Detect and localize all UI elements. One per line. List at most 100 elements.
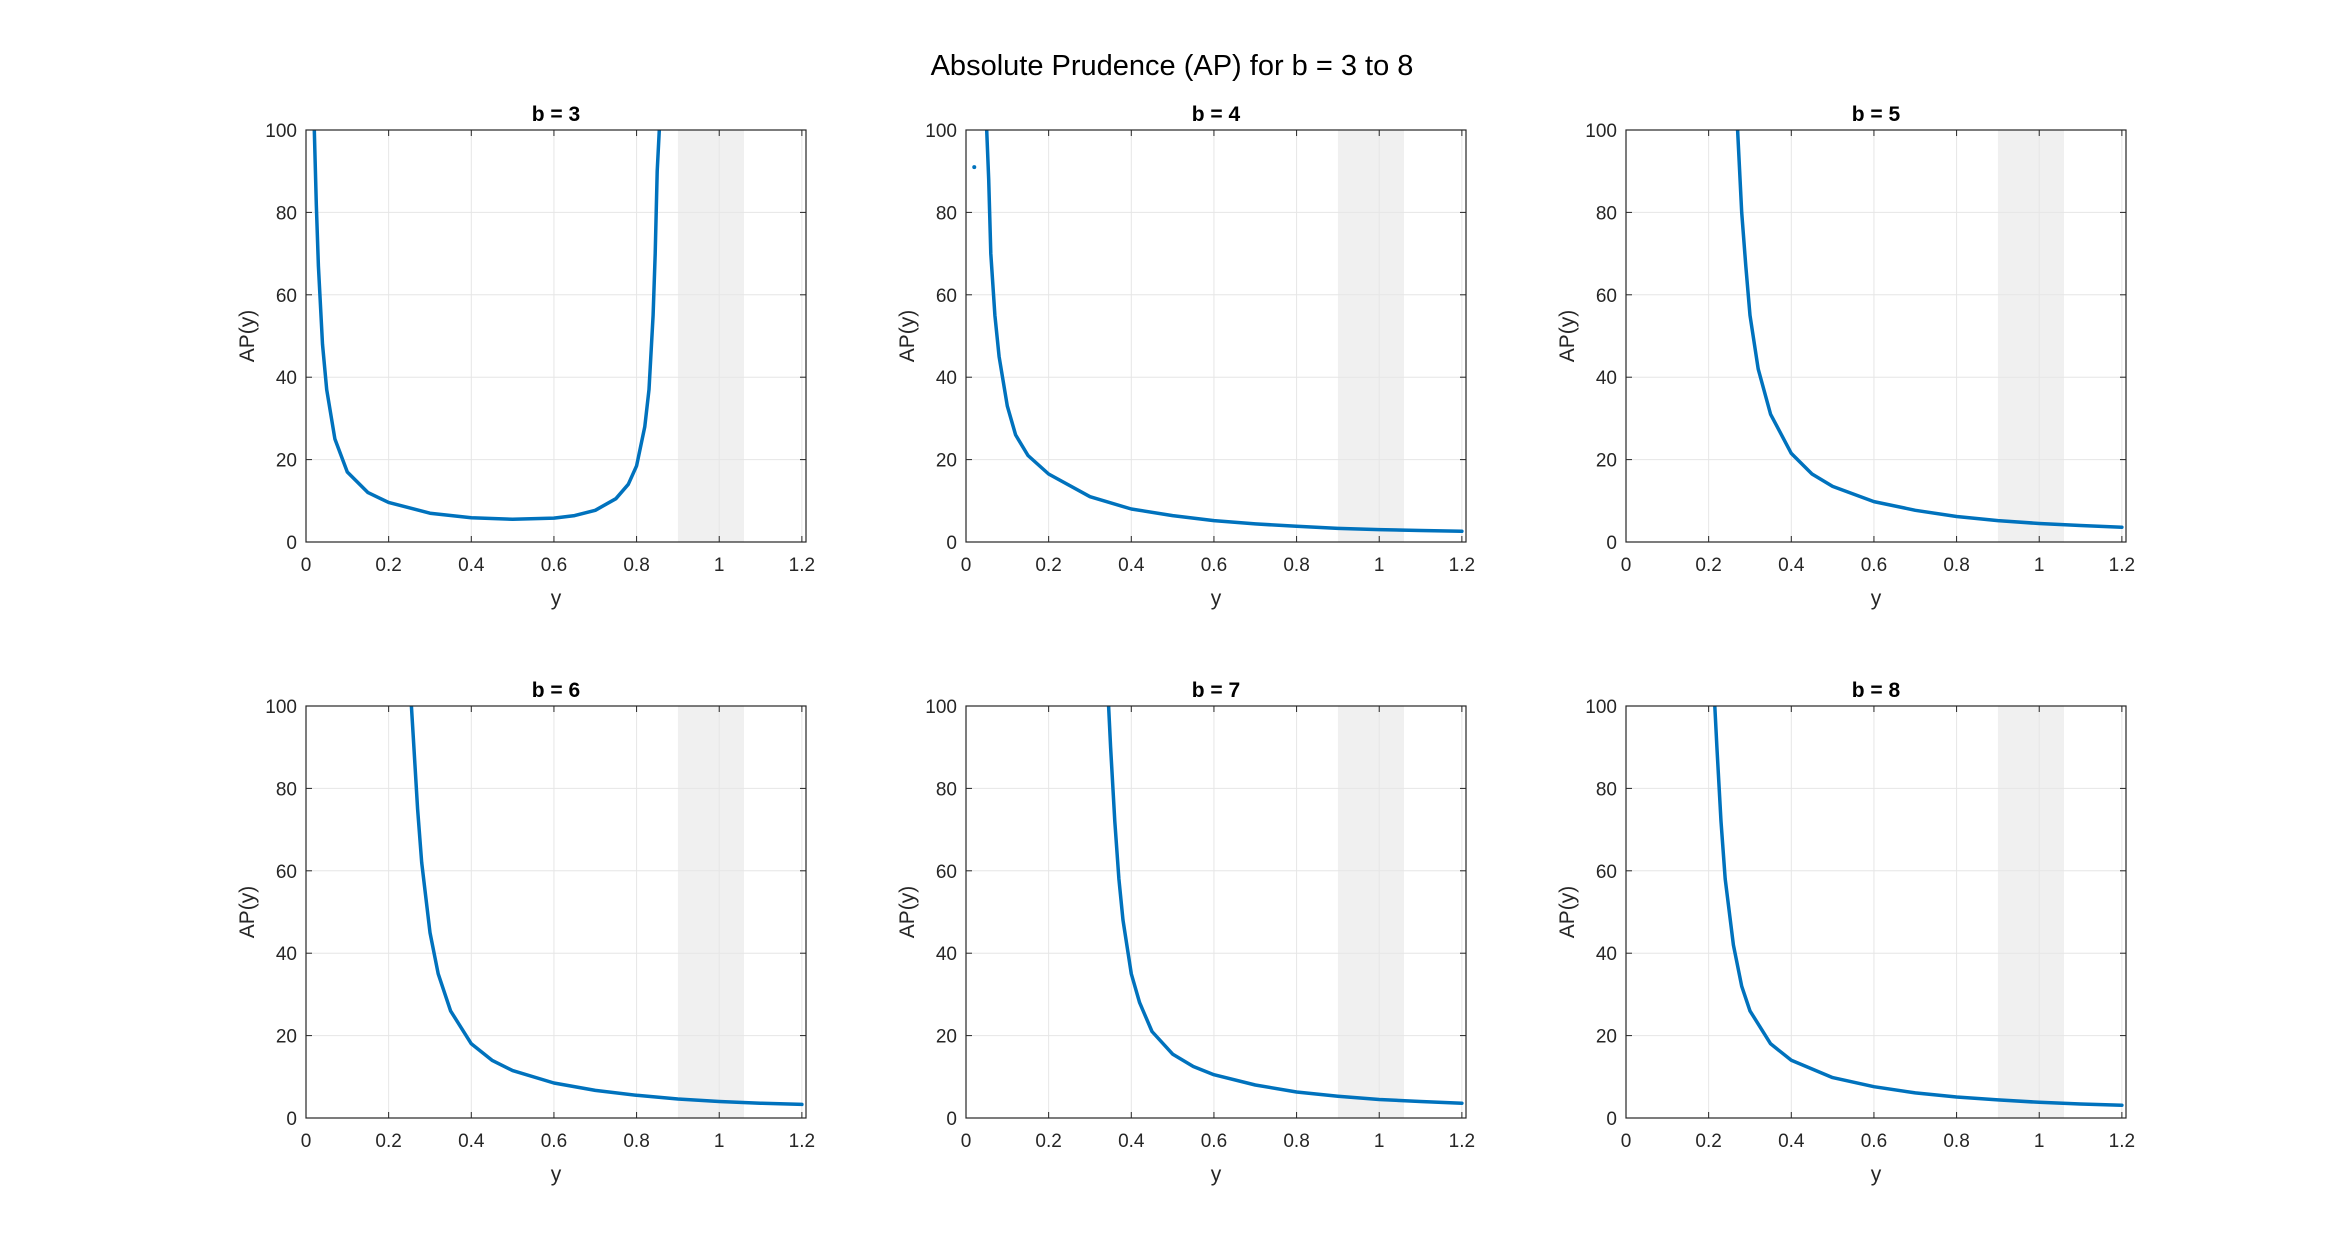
shaded-band (1997, 706, 2065, 1118)
shaded-band (1337, 130, 1405, 542)
y-tick-label: 80 (1596, 779, 1617, 800)
outlier-point (972, 165, 977, 170)
x-tick-label: 0.4 (1118, 1131, 1145, 1152)
axes-box (965, 705, 1467, 1119)
x-tick-label: 0.2 (1035, 1131, 1061, 1152)
y-tick-label: 40 (1596, 944, 1617, 965)
y-tick-label: 40 (276, 368, 297, 389)
x-tick-label: 0 (301, 555, 312, 576)
axes-box (305, 129, 807, 543)
series-line (1106, 706, 1464, 1105)
y-tick-label: 100 (265, 697, 297, 718)
subplot-panel: 0 0.2 0.4 0.6 0.8 1 1.2 0 20 40 60 80 100 b = 8 y AP(y) (1556, 679, 2135, 1186)
x-axis-label: y (551, 1163, 562, 1186)
figure-title: Absolute Prudence (AP) for b = 3 to 8 (931, 50, 1414, 82)
x-tick-label: 0 (1621, 1131, 1632, 1152)
y-tick-label: 60 (276, 286, 297, 307)
subplot-panel: 0 0.2 0.4 0.6 0.8 1 1.2 0 20 40 60 80 100 b = 7 y AP(y) (896, 679, 1475, 1186)
y-tick-label: 60 (1596, 862, 1617, 883)
x-axis-label: y (1871, 1163, 1882, 1186)
subplot-title: b = 8 (1852, 679, 1901, 702)
subplot-title: b = 6 (532, 679, 580, 702)
subplot-panel: 0 0.2 0.4 0.6 0.8 1 1.2 0 20 40 60 80 100 b = 4 y AP(y) (896, 103, 1475, 610)
y-tick-label: 100 (265, 121, 297, 142)
y-tick-label: 20 (276, 451, 297, 472)
shaded-band (1997, 130, 2065, 542)
shaded-band (1337, 706, 1405, 1118)
series-line (1735, 130, 2124, 529)
y-tick-label: 0 (286, 533, 297, 554)
axes-box (1625, 129, 2127, 543)
subplot-title: b = 4 (1192, 103, 1241, 126)
x-tick-label: 1.2 (2109, 1131, 2135, 1152)
x-tick-label: 0.4 (458, 555, 485, 576)
y-tick-label: 40 (276, 944, 297, 965)
y-tick-label: 80 (276, 203, 297, 224)
x-tick-label: 0.8 (1943, 1131, 1969, 1152)
x-tick-label: 1.2 (789, 1131, 815, 1152)
x-tick-label: 0.6 (541, 555, 567, 576)
x-tick-label: 0.8 (1943, 555, 1969, 576)
x-tick-label: 0 (301, 1131, 312, 1152)
x-tick-label: 0.6 (1861, 1131, 1887, 1152)
x-tick-label: 0 (1621, 555, 1632, 576)
x-tick-label: 1 (1374, 1131, 1385, 1152)
axes-box (965, 129, 1467, 543)
subplot-panel: 0 0.2 0.4 0.6 0.8 1 1.2 0 20 40 60 80 100 b = 6 y AP(y) (236, 679, 815, 1186)
x-tick-label: 0.6 (1861, 555, 1887, 576)
x-tick-label: 1 (2034, 1131, 2045, 1152)
x-tick-label: 0.8 (623, 555, 649, 576)
subplot-panel: 0 0.2 0.4 0.6 0.8 1 1.2 0 20 40 60 80 100 b = 3 y AP(y) (236, 103, 815, 610)
x-tick-label: 1.2 (2109, 555, 2135, 576)
subplot-title: b = 7 (1192, 679, 1240, 702)
x-tick-label: 0 (961, 1131, 972, 1152)
y-tick-label: 60 (936, 862, 957, 883)
x-tick-label: 1 (1374, 555, 1385, 576)
x-tick-label: 1.2 (1449, 1131, 1475, 1152)
x-tick-label: 1 (714, 1131, 725, 1152)
y-tick-label: 80 (1596, 203, 1617, 224)
x-tick-label: 0.2 (1035, 555, 1061, 576)
x-tick-label: 0.4 (1778, 1131, 1805, 1152)
y-tick-label: 100 (925, 697, 957, 718)
y-tick-label: 80 (276, 779, 297, 800)
x-tick-label: 0.4 (1778, 555, 1805, 576)
y-axis-label: AP(y) (896, 886, 919, 939)
y-axis-label: AP(y) (236, 886, 259, 939)
x-tick-label: 0.8 (1283, 1131, 1309, 1152)
subplot-title: b = 3 (532, 103, 580, 126)
axes-box (1625, 705, 2127, 1119)
y-axis-label: AP(y) (896, 310, 919, 363)
x-tick-label: 0.4 (1118, 555, 1145, 576)
x-tick-label: 1 (714, 555, 725, 576)
shaded-band (677, 130, 745, 542)
y-tick-label: 0 (946, 1109, 957, 1130)
series-line (984, 130, 1464, 534)
x-tick-label: 0.4 (458, 1131, 485, 1152)
x-tick-label: 0.2 (1695, 555, 1721, 576)
x-tick-label: 0.8 (1283, 555, 1309, 576)
series-line (1713, 706, 2124, 1107)
y-tick-label: 80 (936, 779, 957, 800)
x-tick-label: 0 (961, 555, 972, 576)
y-axis-label: AP(y) (236, 310, 259, 363)
y-axis-label: AP(y) (1556, 886, 1579, 939)
x-axis-label: y (1211, 587, 1222, 610)
x-tick-label: 1.2 (789, 555, 815, 576)
x-tick-label: 0.6 (541, 1131, 567, 1152)
y-tick-label: 60 (1596, 286, 1617, 307)
axes-box (305, 705, 807, 1119)
y-tick-label: 100 (1585, 121, 1617, 142)
y-tick-label: 60 (276, 862, 297, 883)
y-tick-label: 20 (1596, 1027, 1617, 1048)
y-tick-label: 20 (936, 1027, 957, 1048)
y-tick-label: 20 (936, 451, 957, 472)
y-axis-label: AP(y) (1556, 310, 1579, 363)
x-tick-label: 0.2 (375, 1131, 401, 1152)
y-tick-label: 40 (936, 944, 957, 965)
x-axis-label: y (1871, 587, 1882, 610)
y-tick-label: 80 (936, 203, 957, 224)
series-line (409, 706, 804, 1107)
